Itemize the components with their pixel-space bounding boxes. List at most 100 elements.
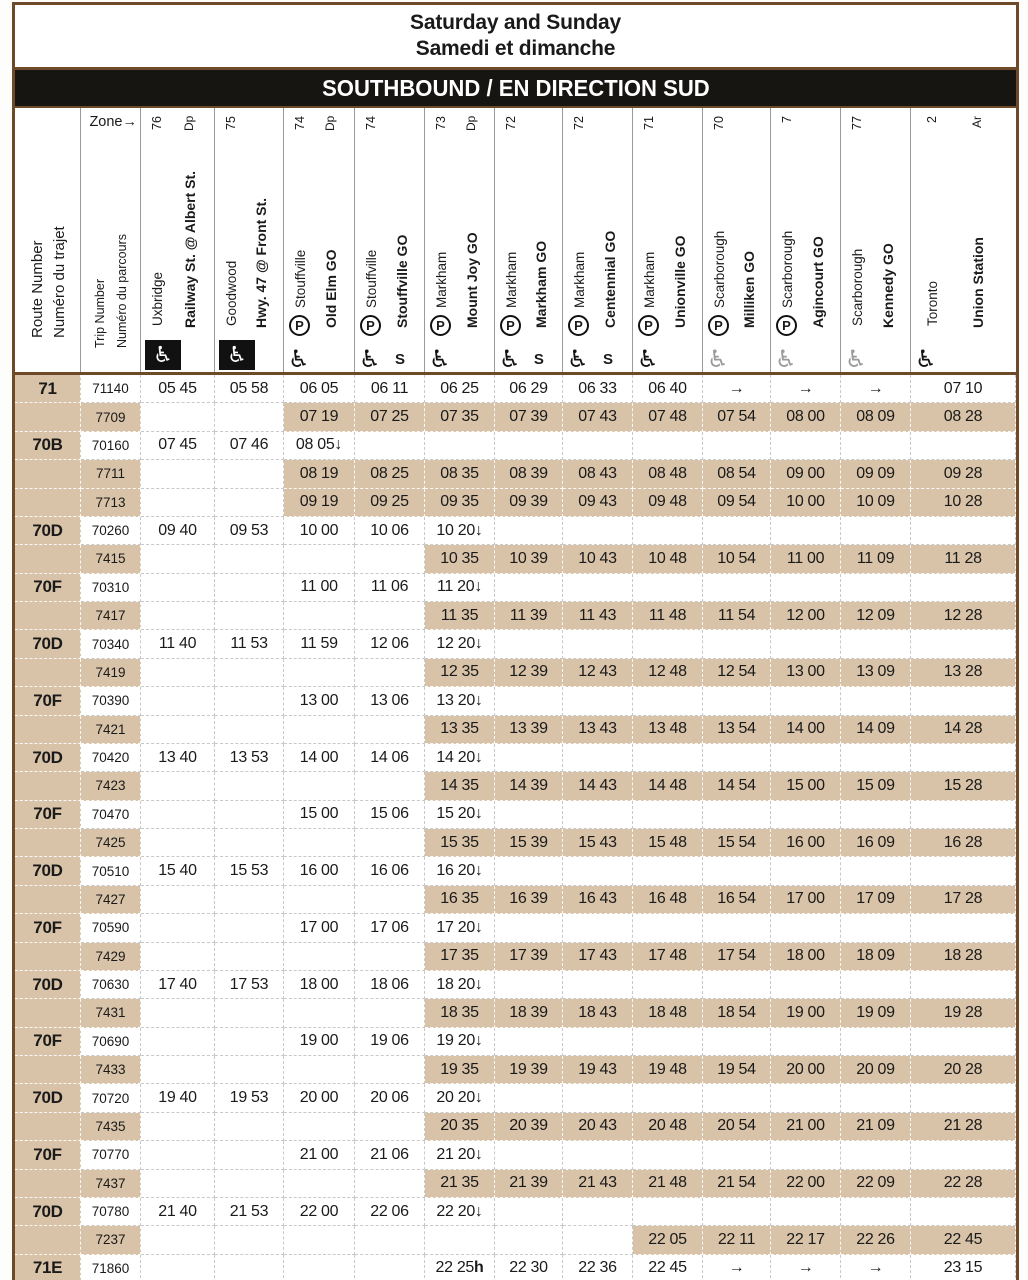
trip-cell: 71860 bbox=[81, 1254, 141, 1280]
time-cell bbox=[633, 857, 703, 886]
time-cell bbox=[141, 687, 215, 716]
time-cell bbox=[215, 573, 284, 602]
time-cell bbox=[355, 602, 425, 631]
time-cell: 22 45 bbox=[633, 1254, 703, 1280]
time-cell bbox=[215, 1141, 284, 1170]
trip-cell: 7437 bbox=[81, 1169, 141, 1198]
time-cell: 08 28 bbox=[911, 403, 1016, 432]
time-cell bbox=[771, 743, 841, 773]
time-cell: 09 39 bbox=[495, 488, 563, 517]
station-name-run: Hwy. 47 @ Front St. bbox=[253, 116, 269, 328]
route-cell: 71E bbox=[15, 1254, 81, 1280]
time-cell bbox=[284, 772, 355, 801]
time-cell bbox=[215, 942, 284, 971]
station-city-zone: Scarborough 70 bbox=[712, 116, 727, 308]
time-cell: 16 39 bbox=[495, 885, 563, 915]
time-cell bbox=[841, 516, 911, 546]
time-cell bbox=[141, 715, 215, 744]
route-cell: 70D bbox=[15, 1197, 81, 1227]
time-cell bbox=[215, 715, 284, 744]
station-city-zone: Stouffville 74 bbox=[293, 116, 308, 308]
time-cell: 08 48 bbox=[633, 460, 703, 489]
time-cell: 13 54 bbox=[703, 715, 771, 744]
wheelchair-accessible-icon: ♿ bbox=[219, 340, 255, 370]
time-cell bbox=[563, 573, 633, 602]
time-cell: → bbox=[771, 1254, 841, 1280]
time-cell bbox=[841, 431, 911, 461]
route-cell bbox=[15, 999, 81, 1028]
wheelchair-icon: ♿ bbox=[637, 346, 659, 372]
time-cell bbox=[495, 800, 563, 829]
time-cell: 17 39 bbox=[495, 942, 563, 971]
time-cell bbox=[911, 1027, 1016, 1056]
time-cell bbox=[141, 1254, 215, 1280]
station-header-old-elm-go: Stouffville 74 Old Elm GO Dp P ♿ bbox=[284, 108, 355, 372]
time-cell: 22 26 bbox=[841, 1226, 911, 1255]
time-cell: 11 40 bbox=[141, 630, 215, 659]
wheelchair-icon: ♿ bbox=[845, 346, 867, 372]
time-cell bbox=[633, 630, 703, 659]
time-cell bbox=[703, 743, 771, 773]
time-cell bbox=[563, 516, 633, 546]
time-cell: 10 54 bbox=[703, 545, 771, 574]
time-cell: 21 43 bbox=[563, 1169, 633, 1198]
station-city: Markham bbox=[503, 251, 519, 308]
time-cell: 13 39 bbox=[495, 715, 563, 744]
time-cell: 15 28 bbox=[911, 772, 1016, 801]
time-cell: 20 43 bbox=[563, 1112, 633, 1142]
time-cell bbox=[771, 1027, 841, 1056]
time-cell: 17 35 bbox=[425, 942, 495, 971]
time-cell bbox=[141, 885, 215, 915]
time-cell: 16 06 bbox=[355, 857, 425, 886]
time-cell: 22 05 bbox=[633, 1226, 703, 1255]
time-cell bbox=[911, 1141, 1016, 1170]
time-cell: 17 28 bbox=[911, 885, 1016, 915]
time-cell: 21 06 bbox=[355, 1141, 425, 1170]
station-city-zone: Stouffville 74 bbox=[364, 116, 379, 308]
time-cell bbox=[215, 488, 284, 517]
station-name-run: Markham GO bbox=[533, 116, 549, 328]
time-cell: 08 39 bbox=[495, 460, 563, 489]
station-city-zone: Scarborough 7 bbox=[780, 116, 795, 308]
time-cell: 15 20↓ bbox=[425, 800, 495, 829]
direction-banner: SOUTHBOUND / EN DIRECTION SUD bbox=[15, 67, 1016, 108]
time-cell bbox=[215, 687, 284, 716]
parking-icon: P bbox=[638, 315, 659, 336]
time-cell bbox=[911, 630, 1016, 659]
time-cell: 14 06 bbox=[355, 743, 425, 773]
trip-cell: 7431 bbox=[81, 999, 141, 1028]
time-cell bbox=[703, 800, 771, 829]
time-cell: 22 06 bbox=[355, 1197, 425, 1227]
time-cell: 14 35 bbox=[425, 772, 495, 801]
route-cell bbox=[15, 942, 81, 971]
station-zone: 74 bbox=[363, 116, 378, 130]
time-cell: 14 00 bbox=[284, 743, 355, 773]
station-name-run: Centennial GO bbox=[602, 116, 618, 328]
wheelchair-icon: ♿ bbox=[359, 346, 381, 372]
time-cell: 15 00 bbox=[771, 772, 841, 801]
parking-icon: P bbox=[708, 315, 729, 336]
time-cell bbox=[911, 857, 1016, 886]
time-cell bbox=[495, 914, 563, 943]
station-name: Union Station bbox=[969, 237, 986, 328]
time-cell: 21 53 bbox=[215, 1197, 284, 1227]
station-city: Scarborough bbox=[779, 230, 795, 308]
time-cell: 15 00 bbox=[284, 800, 355, 829]
header-route-column: Route Number Numéro du trajet bbox=[15, 108, 81, 372]
time-cell: 18 20↓ bbox=[425, 970, 495, 1000]
time-cell: 09 09 bbox=[841, 460, 911, 489]
time-cell bbox=[141, 573, 215, 602]
trip-cell: 70420 bbox=[81, 743, 141, 773]
time-cell: 22 11 bbox=[703, 1226, 771, 1255]
title-block: Saturday and Sunday Samedi et dimanche bbox=[15, 5, 1016, 67]
time-cell: 19 06 bbox=[355, 1027, 425, 1056]
time-cell: 06 29 bbox=[495, 375, 563, 404]
time-cell: 20 48 bbox=[633, 1112, 703, 1142]
time-cell: 10 00 bbox=[771, 488, 841, 517]
time-cell: 22 36 bbox=[563, 1254, 633, 1280]
time-cell: 11 06 bbox=[355, 573, 425, 602]
time-cell bbox=[495, 573, 563, 602]
time-cell: → bbox=[703, 375, 771, 404]
time-cell: 08 19 bbox=[284, 460, 355, 489]
time-cell: 12 09 bbox=[841, 602, 911, 631]
